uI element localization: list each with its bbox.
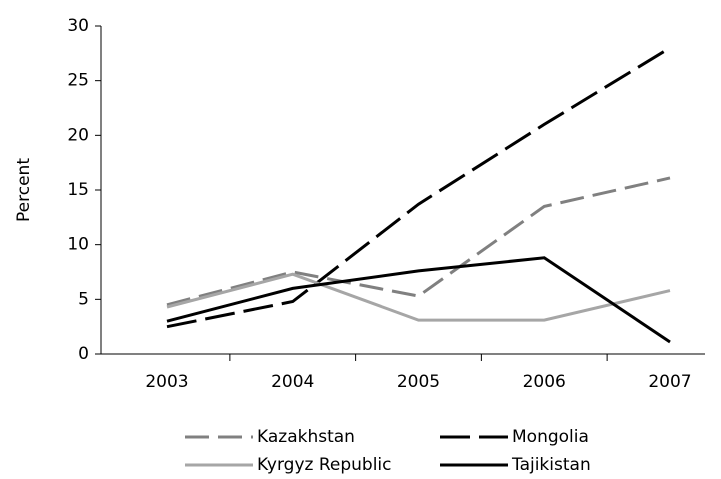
legend-label: Tajikistan (511, 455, 591, 475)
legend-label: Mongolia (512, 427, 589, 447)
y-tick-label: 5 (78, 289, 89, 309)
x-tick-label: 2006 (523, 372, 566, 392)
legend-label: Kazakhstan (257, 427, 355, 447)
series-line (166, 176, 671, 307)
y-tick-label: 0 (78, 344, 89, 364)
y-tick-label: 10 (67, 235, 89, 255)
series-line (166, 46, 671, 329)
series-line (166, 272, 671, 322)
x-tick-label: 2005 (397, 372, 440, 392)
legend-label: Kyrgyz Republic (257, 455, 392, 475)
x-tick-label: 2003 (145, 372, 188, 392)
series-line (166, 256, 671, 344)
y-tick-label: 30 (67, 16, 89, 36)
y-tick-label: 20 (67, 125, 89, 145)
y-tick-label: 25 (67, 71, 89, 91)
y-axis-label: Percent (14, 158, 34, 222)
x-tick-label: 2004 (271, 372, 314, 392)
x-tick-label: 2007 (648, 372, 691, 392)
y-tick-label: 15 (67, 180, 89, 200)
